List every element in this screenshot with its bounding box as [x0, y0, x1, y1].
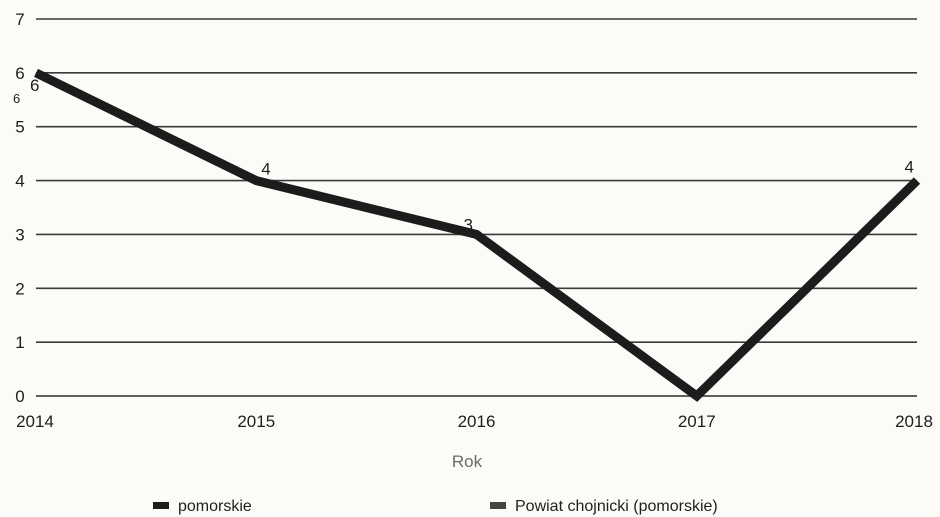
legend: pomorskie Powiat chojnicki (pomorskie)	[153, 498, 718, 515]
legend-item: Powiat chojnicki (pomorskie)	[490, 498, 718, 515]
y-tick-label: 2	[15, 279, 24, 298]
y-tick-label: 5	[15, 118, 24, 137]
x-axis-title: Rok	[452, 452, 483, 471]
x-tick-label: 2018	[895, 412, 933, 431]
y-tick-label: 6	[15, 64, 24, 83]
stray-data-label: 6	[13, 91, 20, 106]
legend-swatch	[490, 502, 506, 509]
data-label: 3	[464, 215, 473, 234]
series-line-0	[34, 68, 921, 402]
y-tick-label: 3	[15, 225, 24, 244]
data-label: 4	[905, 158, 914, 177]
y-tick-label: 1	[15, 333, 24, 352]
x-tick-label: 2016	[458, 412, 496, 431]
gridlines	[36, 18, 917, 397]
x-tick-label: 2015	[237, 412, 275, 431]
y-tick-label: 0	[15, 387, 24, 406]
legend-swatch	[153, 502, 169, 509]
data-label: 4	[261, 160, 270, 179]
legend-item: pomorskie	[153, 498, 252, 515]
x-tick-label: 2017	[678, 412, 716, 431]
legend-label: Powiat chojnicki (pomorskie)	[515, 498, 718, 515]
series	[34, 68, 921, 402]
data-label: 6	[30, 76, 39, 95]
y-axis-ticks: 0 1 2 3 4 5 6 7	[15, 10, 24, 406]
data-labels: 6 4 3 4	[30, 76, 914, 235]
x-tick-label: 2014	[16, 412, 54, 431]
x-axis-ticks: 2014 2015 2016 2017 2018	[16, 412, 933, 431]
y-tick-label: 7	[15, 10, 24, 29]
y-tick-label: 4	[15, 172, 24, 191]
legend-label: pomorskie	[178, 498, 252, 515]
